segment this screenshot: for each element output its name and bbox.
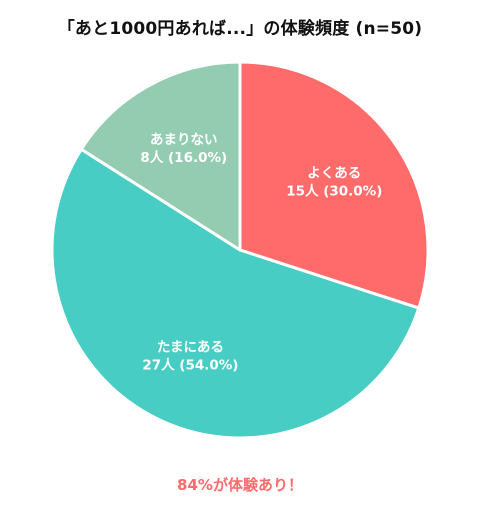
pie-slices [50, 60, 430, 440]
slice-label-value-1: 27人 (54.0%) [142, 358, 238, 374]
slice-label-name-1: たまにある [157, 340, 224, 356]
slice-label-value-2: 8人 (16.0%) [140, 150, 227, 166]
pie-labels: よくある 15人 (30.0%) たまにある 27人 (54.0%) あまりない 8人 (… [140, 132, 382, 374]
summary-footnote: 84%が体験あり！ [177, 476, 303, 494]
pie-slice-2 [79, 60, 242, 252]
pie-slice-1 [50, 147, 421, 440]
pie-slice-0 [238, 60, 430, 310]
slice-label-name-2: あまりない [150, 132, 218, 148]
slice-label-name-0: よくある [307, 166, 361, 182]
slice-label-value-0: 15人 (30.0%) [286, 184, 382, 200]
chart-title: 「あと1000円あれば...」の体験頻度 (n=50) [57, 19, 423, 39]
